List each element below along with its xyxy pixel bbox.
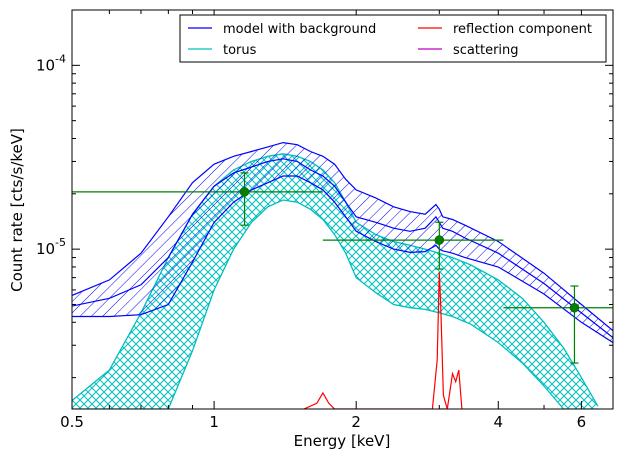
y-axis-label: Count rate [cts/s/keV]	[8, 128, 26, 292]
data-point-marker	[569, 302, 580, 313]
model-lower-line	[72, 175, 613, 344]
x-tick-label: 2	[351, 413, 361, 431]
legend-item: reflection component	[418, 22, 592, 37]
legend-item: model with background	[188, 22, 376, 37]
axes: 0.5 1 2 4 6 10-5 10-4	[36, 10, 613, 431]
legend: model with background torus reflection com…	[179, 14, 607, 63]
data-point-marker	[239, 187, 250, 197]
legend-label: torus	[223, 43, 257, 58]
y-tick-label: 10-4	[36, 52, 66, 74]
model-mid-line	[72, 158, 613, 339]
data-point-3	[503, 285, 613, 364]
plot-area	[72, 141, 613, 409]
model-band-fill	[72, 142, 613, 343]
x-axis-label: Energy [keV]	[294, 432, 391, 450]
data-point-2	[322, 221, 504, 270]
legend-label: scattering	[453, 43, 519, 58]
legend-item: torus	[188, 43, 257, 58]
torus-lower-line	[72, 199, 598, 409]
x-tick-label: 0.5	[60, 413, 84, 431]
x-tick-label: 4	[494, 413, 504, 431]
data-point-1	[72, 172, 323, 226]
data-point-marker	[434, 235, 445, 245]
reflection-line	[303, 272, 463, 409]
model-upper-line	[72, 141, 613, 332]
legend-label: model with background	[223, 22, 376, 37]
x-tick-label: 1	[209, 413, 219, 431]
x-tick-label: 6	[577, 413, 587, 431]
y-tick-label: 10-5	[36, 236, 66, 258]
legend-box	[179, 14, 607, 63]
legend-label: reflection component	[453, 22, 592, 37]
legend-item: scattering	[418, 43, 519, 58]
plot-frame	[71, 9, 614, 410]
